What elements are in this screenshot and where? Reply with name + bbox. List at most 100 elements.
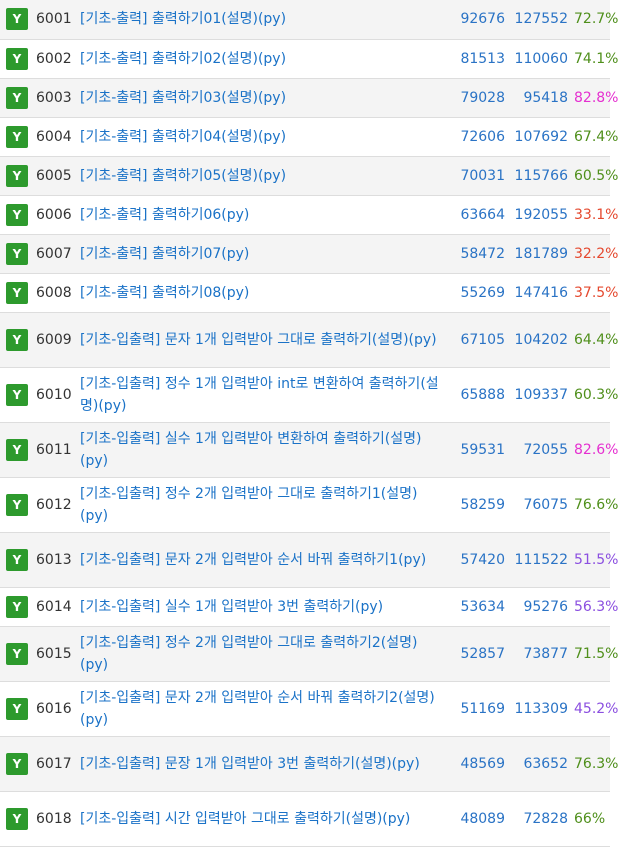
solved-badge: Y (6, 807, 28, 830)
problem-title-link[interactable]: [기초-출력] 출력하기05(설명)(py) (80, 167, 287, 184)
submission-count: 107692 (514, 128, 568, 145)
solved-count: 92676 (460, 11, 505, 28)
acceptance-rate: 82.8% (574, 89, 619, 106)
table-row[interactable]: Y 6008 [기초-출력] 출력하기08(py) 55269 147416 37.5% (0, 273, 618, 312)
status-cell: Y (0, 39, 36, 78)
status-cell: Y (0, 0, 36, 39)
table-row[interactable]: Y 6015 [기초-입출력] 정수 2개 입력받아 그대로 출력하기2(설명)(p… (0, 626, 618, 681)
solved-count: 48569 (460, 755, 505, 772)
problem-title-link[interactable]: [기초-출력] 출력하기08(py) (80, 284, 250, 301)
problem-title-cell: [기초-입출력] 문장 1개 입력받아 3번 출력하기(설명)(py) (80, 736, 450, 791)
problem-title-link[interactable]: [기초-출력] 출력하기07(py) (80, 245, 250, 262)
table-row[interactable]: Y 6004 [기초-출력] 출력하기04(설명)(py) 72606 107692 67… (0, 117, 619, 156)
status-cell: Y (0, 78, 36, 117)
problem-id: 6011 (36, 441, 72, 458)
table-row[interactable]: Y 6003 [기초-출력] 출력하기03(설명)(py) 79028 95418 82.… (0, 78, 619, 117)
problem-title-link[interactable]: [기초-입출력] 정수 2개 입력받아 그대로 출력하기2(설명)(py) (80, 634, 418, 673)
table-row[interactable]: Y 6010 [기초-입출력] 정수 1개 입력받아 int로 변환하여 출력하기(… (0, 367, 618, 422)
problem-title-link[interactable]: [기초-입출력] 문장 1개 입력받아 3번 출력하기(설명)(py) (80, 755, 420, 772)
table-row[interactable]: Y 6007 [기초-출력] 출력하기07(py) 58472 181789 32.2% (0, 234, 618, 273)
solved-count: 65888 (460, 386, 505, 403)
problem-id: 6005 (36, 167, 72, 184)
problem-title-link[interactable]: [기초-출력] 출력하기06(py) (80, 206, 250, 223)
problem-title-link[interactable]: [기초-입출력] 정수 2개 입력받아 그대로 출력하기1(설명)(py) (80, 485, 418, 524)
problem-title-link[interactable]: [기초-출력] 출력하기02(설명)(py) (80, 50, 287, 67)
problem-title-link[interactable]: [기초-입출력] 문자 1개 입력받아 그대로 출력하기(설명)(py) (80, 331, 437, 348)
submission-count: 72055 (523, 441, 568, 458)
solved-badge: Y (6, 548, 28, 571)
problem-title-cell: [기초-출력] 출력하기03(설명)(py) (80, 78, 450, 117)
status-cell: Y (0, 195, 36, 234)
problem-title-link[interactable]: [기초-입출력] 실수 1개 입력받아 변환하여 출력하기(설명)(py) (80, 430, 422, 469)
solved-count: 70031 (460, 167, 505, 184)
problem-id: 6002 (36, 50, 72, 67)
status-cell: Y (0, 532, 36, 587)
problem-id: 6003 (36, 89, 72, 106)
solved-count: 81513 (460, 50, 505, 67)
problem-id: 6004 (36, 128, 72, 145)
problem-title-link[interactable]: [기초-입출력] 시간 입력받아 그대로 출력하기(설명)(py) (80, 810, 411, 827)
problem-id: 6014 (36, 598, 72, 615)
acceptance-rate: 60.5% (574, 167, 619, 184)
table-row[interactable]: Y 6014 [기초-입출력] 실수 1개 입력받아 3번 출력하기(py) 5363… (0, 587, 619, 626)
acceptance-rate: 64.4% (574, 331, 619, 348)
submission-count: 104202 (514, 331, 568, 348)
acceptance-rate: 72.7% (574, 11, 619, 28)
problem-title-link[interactable]: [기초-출력] 출력하기03(설명)(py) (80, 89, 287, 106)
table-row[interactable]: Y 6016 [기초-입출력] 문자 2개 입력받아 순서 바꿔 출력하기2(설명)… (0, 681, 618, 736)
problem-title-cell: [기초-입출력] 문자 2개 입력받아 순서 바꿔 출력하기2(설명)(py) (80, 681, 450, 736)
status-cell: Y (0, 273, 36, 312)
status-cell: Y (0, 422, 36, 477)
solved-badge: Y (6, 642, 28, 665)
solved-count: 51169 (460, 700, 505, 717)
problem-title-cell: [기초-입출력] 정수 2개 입력받아 그대로 출력하기1(설명)(py) (80, 477, 450, 532)
problem-title-link[interactable]: [기초-출력] 출력하기01(설명)(py) (80, 11, 287, 28)
problem-title-cell: [기초-출력] 출력하기07(py) (80, 234, 450, 273)
problem-title-cell: [기초-입출력] 정수 2개 입력받아 그대로 출력하기2(설명)(py) (80, 626, 450, 681)
table-row[interactable]: Y 6005 [기초-출력] 출력하기05(설명)(py) 70031 115766 60… (0, 156, 619, 195)
status-cell: Y (0, 626, 36, 681)
acceptance-rate: 67.4% (574, 128, 619, 145)
problem-title-link[interactable]: [기초-입출력] 문자 2개 입력받아 순서 바꿔 출력하기1(py) (80, 551, 427, 568)
problem-title-cell: [기초-입출력] 문자 2개 입력받아 순서 바꿔 출력하기1(py) (80, 532, 450, 587)
submission-count: 192055 (514, 206, 568, 223)
submission-count: 127552 (514, 11, 568, 28)
solved-count: 59531 (460, 441, 505, 458)
solved-badge: Y (6, 281, 28, 304)
submission-count: 147416 (514, 284, 568, 301)
problem-id: 6008 (36, 284, 72, 301)
submission-count: 95276 (523, 598, 568, 615)
table-row[interactable]: Y 6018 [기초-입출력] 시간 입력받아 그대로 출력하기(설명)(py) 48… (0, 791, 610, 846)
problem-title-link[interactable]: [기초-출력] 출력하기04(설명)(py) (80, 128, 287, 145)
table-row[interactable]: Y 6013 [기초-입출력] 문자 2개 입력받아 순서 바꿔 출력하기1(py)… (0, 532, 619, 587)
problem-title-cell: [기초-입출력] 정수 1개 입력받아 int로 변환하여 출력하기(설명)(p… (80, 367, 450, 422)
submission-count: 181789 (514, 245, 568, 262)
solved-count: 63664 (460, 206, 505, 223)
acceptance-rate: 66% (574, 810, 606, 827)
solved-count: 55269 (460, 284, 505, 301)
table-row[interactable]: Y 6012 [기초-입출력] 정수 2개 입력받아 그대로 출력하기1(설명)(p… (0, 477, 618, 532)
problem-title-cell: [기초-출력] 출력하기02(설명)(py) (80, 39, 450, 78)
submission-count: 73877 (523, 645, 568, 662)
solved-badge: Y (6, 595, 28, 618)
acceptance-rate: 56.3% (574, 598, 619, 615)
table-row[interactable]: Y 6009 [기초-입출력] 문자 1개 입력받아 그대로 출력하기(설명)(py… (0, 312, 619, 367)
table-row[interactable]: Y 6017 [기초-입출력] 문장 1개 입력받아 3번 출력하기(설명)(py)… (0, 736, 618, 791)
problem-id: 6001 (36, 11, 72, 28)
acceptance-rate: 51.5% (574, 551, 619, 568)
problem-id: 6018 (36, 810, 72, 827)
solved-badge: Y (6, 47, 28, 70)
problem-title-cell: [기초-출력] 출력하기05(설명)(py) (80, 156, 450, 195)
problem-title-link[interactable]: [기초-입출력] 정수 1개 입력받아 int로 변환하여 출력하기(설명)(p… (80, 375, 439, 414)
table-row[interactable]: Y 6006 [기초-출력] 출력하기06(py) 63664 192055 33.1% (0, 195, 619, 234)
problem-title-link[interactable]: [기초-입출력] 실수 1개 입력받아 3번 출력하기(py) (80, 598, 384, 615)
submission-count: 110060 (514, 50, 568, 67)
problem-title-link[interactable]: [기초-입출력] 문자 2개 입력받아 순서 바꿔 출력하기2(설명)(py) (80, 689, 435, 728)
table-row[interactable]: Y 6002 [기초-출력] 출력하기02(설명)(py) 81513 110060 74… (0, 39, 618, 78)
table-row[interactable]: Y 6011 [기초-입출력] 실수 1개 입력받아 변환하여 출력하기(설명)(p… (0, 422, 618, 477)
table-row[interactable]: Y 6001 [기초-출력] 출력하기01(설명)(py) 92676 127552 72… (0, 0, 619, 39)
status-cell: Y (0, 791, 36, 846)
status-cell: Y (0, 312, 36, 367)
acceptance-rate: 33.1% (574, 206, 619, 223)
